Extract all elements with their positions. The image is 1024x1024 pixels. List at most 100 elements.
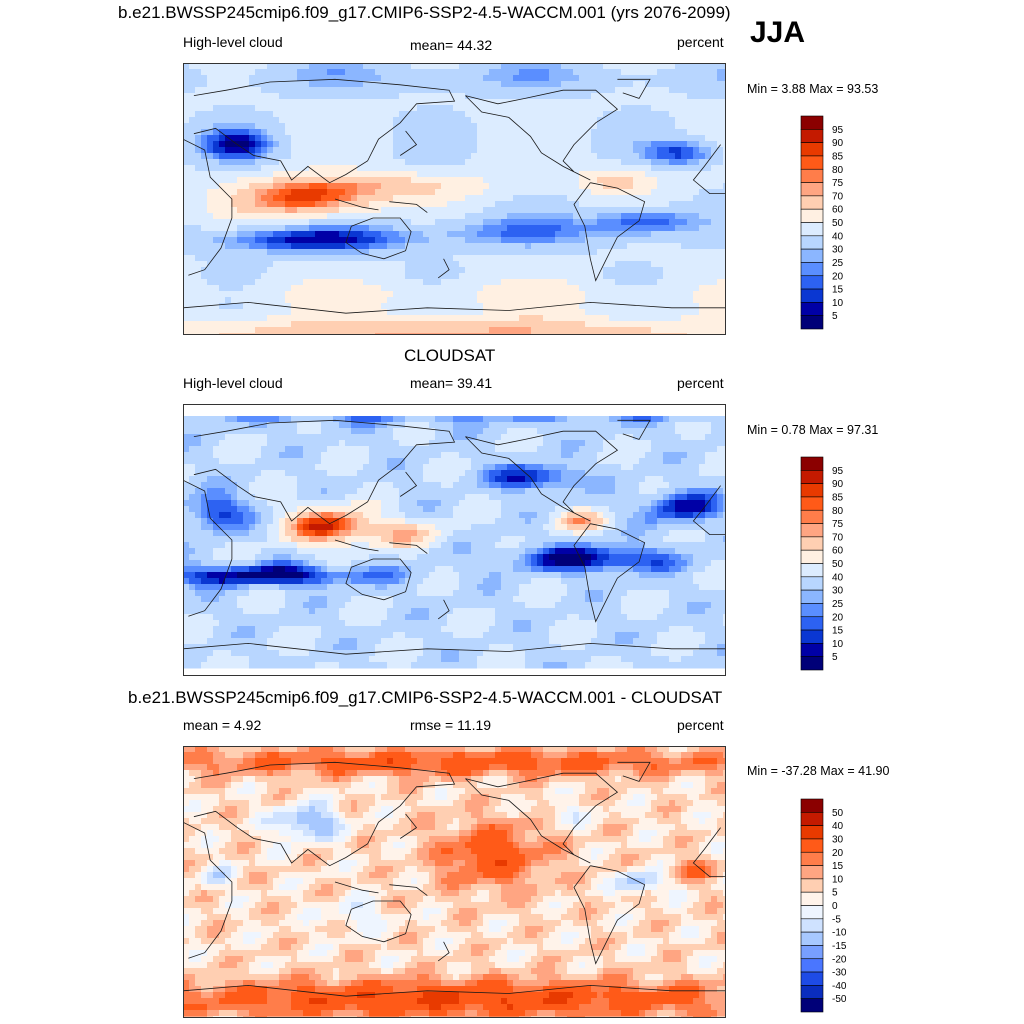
coastline xyxy=(465,89,619,181)
coastline xyxy=(193,78,456,184)
colorbar-tick-label: 40 xyxy=(832,572,844,583)
coastline xyxy=(617,78,651,99)
panel3-minmax: Min = -37.28 Max = 41.90 xyxy=(747,764,890,778)
colorbar-swatch xyxy=(800,603,824,618)
colorbar-tick-label: -5 xyxy=(832,914,841,925)
coastline xyxy=(183,984,726,997)
colorbar-tick-label: 80 xyxy=(832,506,844,517)
colorbar-swatch xyxy=(800,496,824,511)
colorbar-tick-label: -50 xyxy=(832,994,847,1005)
colorbar-tick-label: 85 xyxy=(832,492,844,503)
map-frame xyxy=(183,404,726,676)
colorbar-tick-label: 25 xyxy=(832,599,844,610)
colorbar-swatch xyxy=(800,470,824,484)
colorbar-swatch xyxy=(800,129,824,143)
coastline xyxy=(183,301,726,314)
panel1-minmax: Min = 3.88 Max = 93.53 xyxy=(747,82,879,96)
colorbar-tick-label: 50 xyxy=(832,559,844,570)
colorbar-swatch xyxy=(800,891,824,906)
coastline xyxy=(345,217,412,260)
panel3-units-label: percent xyxy=(677,717,724,733)
colorbar-swatch xyxy=(800,235,824,250)
colorbar-tick-label: 20 xyxy=(832,848,844,859)
colorbar-tick-label: 70 xyxy=(832,532,844,543)
colorbar-tick-label: 20 xyxy=(832,612,844,623)
colorbar-swatch xyxy=(800,656,824,671)
colorbar-tick-label: -10 xyxy=(832,928,847,939)
panel1-map xyxy=(183,63,726,335)
colorbar-tick-label: 95 xyxy=(832,125,844,136)
colorbar-tick-label: 85 xyxy=(832,151,844,162)
colorbar-swatch xyxy=(800,288,824,303)
colorbar-swatch xyxy=(800,958,824,973)
panel3-mean-label: mean = 4.92 xyxy=(183,717,262,733)
colorbar-swatch xyxy=(800,971,824,986)
colorbar-tick-label: 75 xyxy=(832,178,844,189)
panel1-title: b.e21.BWSSP245cmip6.f09_g17.CMIP6-SSP2-4… xyxy=(118,3,731,22)
colorbar-tick-label: 15 xyxy=(832,285,844,296)
coastline xyxy=(389,542,428,554)
colorbar-tick-label: 50 xyxy=(832,808,844,819)
panel2-title: CLOUDSAT xyxy=(404,346,496,365)
coastline xyxy=(465,430,619,522)
colorbar-tick-label: 80 xyxy=(832,165,844,176)
colorbar-tick-label: 10 xyxy=(832,298,844,309)
colorbar-swatch xyxy=(800,812,824,826)
panel2-map xyxy=(183,404,726,676)
colorbar-swatch xyxy=(800,302,824,316)
colorbar-tick-label: 30 xyxy=(832,245,844,256)
colorbar-tick-label: 30 xyxy=(832,586,844,597)
colorbar-tick-label: 60 xyxy=(832,205,844,216)
colorbar-swatch xyxy=(800,945,824,960)
coastline xyxy=(692,485,726,535)
colorbar-swatch xyxy=(800,115,824,130)
panel1-units-label: percent xyxy=(677,34,724,50)
coastline xyxy=(193,761,456,867)
coastline xyxy=(183,479,233,617)
colorbar-tick-label: 10 xyxy=(832,874,844,885)
colorbar-swatch xyxy=(800,222,824,237)
panel1-variable-label: High-level cloud xyxy=(183,34,283,50)
colorbar-swatch xyxy=(800,483,824,498)
colorbar-swatch xyxy=(800,851,824,866)
colorbar-tick-label: -20 xyxy=(832,954,847,965)
colorbar-swatch xyxy=(800,905,824,920)
coastline xyxy=(193,419,456,525)
colorbar-swatch xyxy=(800,616,824,631)
colorbar-tick-label: 75 xyxy=(832,519,844,530)
coastline xyxy=(399,130,418,156)
coastline xyxy=(692,827,726,877)
colorbar-tick-label: 25 xyxy=(832,258,844,269)
colorbar-tick-label: 90 xyxy=(832,138,844,149)
colorbar-swatch xyxy=(800,456,824,471)
colorbar-swatch xyxy=(800,509,824,524)
colorbar-swatch xyxy=(800,563,824,578)
coastline xyxy=(345,558,412,601)
colorbar-swatch xyxy=(800,549,824,564)
colorbar-tick-label: 5 xyxy=(832,888,838,899)
colorbar-tick-label: 5 xyxy=(832,311,838,322)
coastline xyxy=(617,761,651,782)
coastline xyxy=(334,881,379,894)
coastline xyxy=(183,642,726,655)
colorbar-tick-label: 40 xyxy=(832,231,844,242)
colorbar-swatch xyxy=(800,155,824,170)
colorbar-tick-label: -30 xyxy=(832,968,847,979)
coastline xyxy=(399,813,418,839)
colorbar-swatch xyxy=(800,589,824,604)
colorbar-swatch xyxy=(800,168,824,183)
colorbar-tick-label: 40 xyxy=(832,821,844,832)
colorbar-tick-label: 30 xyxy=(832,834,844,845)
colorbar-tick-label: 50 xyxy=(832,218,844,229)
coastline xyxy=(692,144,726,194)
colorbar-swatch xyxy=(800,985,824,999)
coastline xyxy=(465,772,619,864)
colorbar-tick-label: 90 xyxy=(832,479,844,490)
colorbar-swatch xyxy=(800,643,824,657)
colorbar-swatch xyxy=(800,838,824,853)
coastline xyxy=(573,523,646,623)
coastline xyxy=(399,471,418,497)
panel3-map xyxy=(183,746,726,1018)
panel2-mean-label: mean= 39.41 xyxy=(410,375,493,391)
